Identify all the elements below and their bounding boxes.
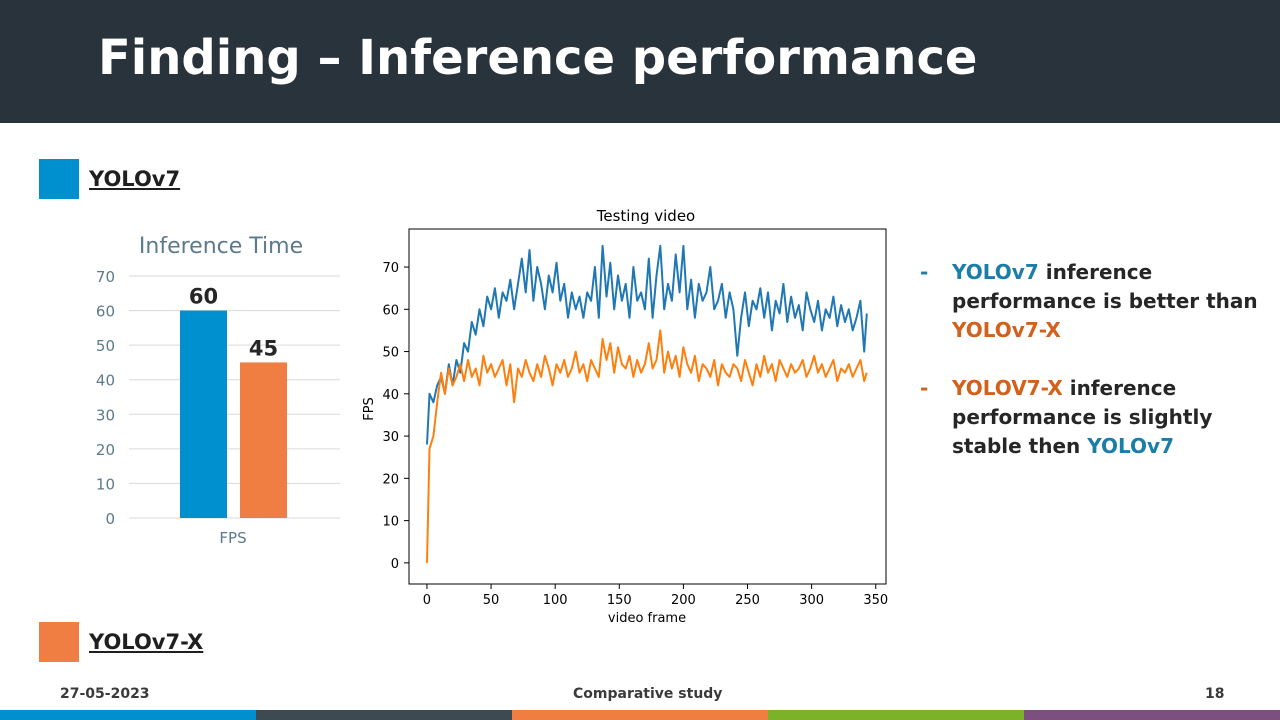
x-axis-label: video frame xyxy=(608,611,686,626)
bar xyxy=(180,310,227,518)
x-tick-label: 50 xyxy=(483,593,500,608)
page-number: 18 xyxy=(1205,686,1225,702)
finding-bullet: - YOLOV7-X inference performance is sligh… xyxy=(920,374,1260,461)
y-tick-label: 0 xyxy=(391,557,399,572)
x-tick-label: 350 xyxy=(863,593,888,608)
yolov7-fps-line xyxy=(426,244,868,445)
bar xyxy=(240,362,287,518)
x-tick-label: 300 xyxy=(799,593,824,608)
y-tick-label: 10 xyxy=(382,515,399,530)
y-tick-label: 50 xyxy=(382,346,399,361)
bar-data-label: 45 xyxy=(249,336,278,360)
bullet-text: YOLOV7-X xyxy=(952,376,1063,400)
y-tick-label: 70 xyxy=(382,261,399,276)
bullet-dash: - xyxy=(920,376,929,400)
bar-chart-title: Inference Time xyxy=(139,234,303,259)
bottom-bar-segment xyxy=(512,710,768,720)
bar-y-tick-label: 60 xyxy=(96,303,115,321)
bar-y-tick-label: 70 xyxy=(96,268,115,286)
inference-time-bar-chart: Inference Time 0 10 20 30 40 50 60 70 60 45 FPS xyxy=(96,234,340,547)
bullet-dash: - xyxy=(920,260,929,284)
yolov7x-fps-line xyxy=(426,329,868,563)
bar-y-tick-label: 30 xyxy=(96,406,115,424)
bar-data-label: 60 xyxy=(189,285,218,309)
bar-y-tick-label: 10 xyxy=(96,475,115,493)
findings-list: - YOLOv7 inference performance is better … xyxy=(920,258,1260,490)
testing-video-line-chart: Testing video 0 50 100 150 200 250 300 350 0 10 2… xyxy=(362,207,888,626)
title-bar: Finding – Inference performance xyxy=(0,0,1280,123)
x-tick-label: 250 xyxy=(735,593,760,608)
bottom-bar-segment xyxy=(768,710,1024,720)
x-tick-label: 150 xyxy=(607,593,632,608)
bottom-bar-segment xyxy=(0,710,256,720)
y-tick-label: 40 xyxy=(382,388,399,403)
yolov7-legend-label: YOLOv7 xyxy=(89,167,181,191)
bar-category-label: FPS xyxy=(219,529,246,547)
y-tick-label: 30 xyxy=(382,430,399,445)
finding-bullet: - YOLOv7 inference performance is better … xyxy=(920,258,1260,345)
x-tick-label: 200 xyxy=(671,593,696,608)
y-tick-label: 20 xyxy=(382,472,399,487)
yolov7-legend-swatch xyxy=(39,159,79,199)
y-axis-label: FPS xyxy=(362,397,377,421)
footer-date: 27-05-2023 xyxy=(60,686,150,702)
bullet-text: inference performance is better than xyxy=(952,260,1258,313)
bullet-text: YOLOv7-X xyxy=(952,318,1061,342)
bullet-text: inference performance is slightly stable… xyxy=(952,376,1213,458)
bottom-bar-segment xyxy=(256,710,512,720)
x-tick-label: 100 xyxy=(543,593,568,608)
bar-y-tick-label: 20 xyxy=(96,441,115,459)
footer-center: Comparative study xyxy=(573,686,723,702)
yolov7x-legend-swatch xyxy=(39,622,79,662)
x-tick-label: 0 xyxy=(423,593,431,608)
bullet-text: YOLOv7 xyxy=(952,260,1039,284)
slide-title: Finding – Inference performance xyxy=(98,30,978,86)
bar-y-tick-label: 0 xyxy=(105,510,115,528)
bar-y-tick-label: 50 xyxy=(96,337,115,355)
line-chart-title: Testing video xyxy=(596,207,695,225)
bottom-bar-segment xyxy=(1024,710,1280,720)
bar-y-tick-label: 40 xyxy=(96,372,115,390)
yolov7x-legend-label: YOLOv7-X xyxy=(89,630,204,654)
bullet-text: YOLOv7 xyxy=(1087,434,1174,458)
y-tick-label: 60 xyxy=(382,303,399,318)
